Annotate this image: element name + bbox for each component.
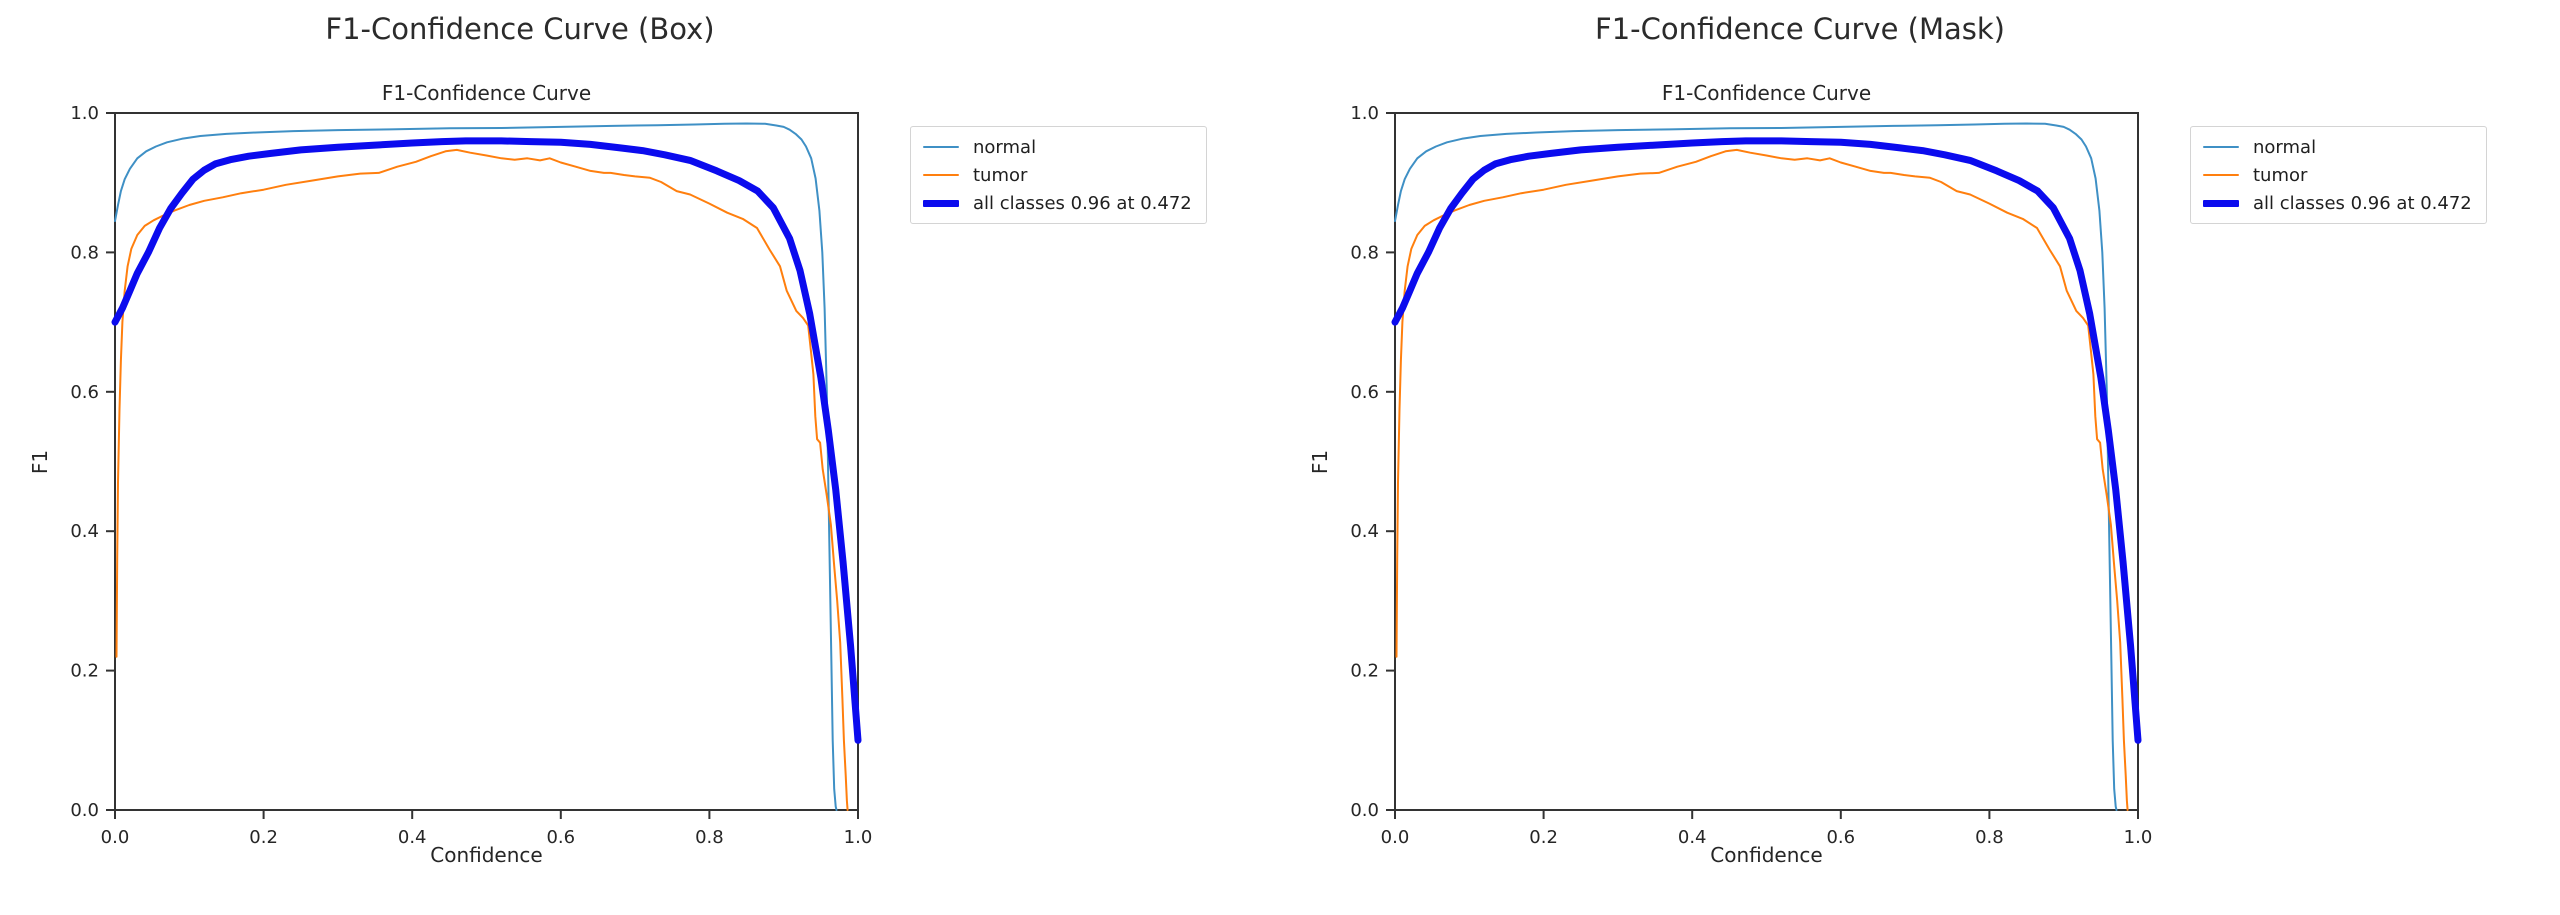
legend-label-all-classes: all classes 0.96 at 0.472 [2253,192,2472,214]
x-tick-label: 0.4 [398,827,427,848]
y-tick-label: 0.8 [1350,242,1379,263]
y-tick-label: 0.0 [70,800,99,821]
x-tick-label: 0.0 [1381,827,1410,848]
legend-label-all-classes: all classes 0.96 at 0.472 [973,192,1192,214]
y-tick-label: 1.0 [70,103,99,124]
curve-normal [114,122,838,811]
legend-label-tumor: tumor [2253,164,2308,186]
curve-normal [1394,122,2118,811]
legend-line-normal [923,146,959,148]
figure-title-mask: F1-Confidence Curve (Mask) [1595,12,2005,46]
x-tick-label: 0.6 [546,827,575,848]
plot-area: 0.0 0.2 0.4 0.6 0.8 1.0 0.0 0.2 0.4 0.6 0.8 1.0 [1350,103,2153,848]
x-tick-label: 0.8 [1975,827,2004,848]
legend-item-all-classes: all classes 0.96 at 0.472 [923,189,1192,217]
y-tick-label: 0.4 [70,521,99,542]
y-tick-label: 0.2 [1350,661,1379,682]
legend: normal tumor all classes 0.96 at 0.472 [2190,126,2487,224]
y-tick-label: 0.6 [70,382,99,403]
y-tick-label: 0.4 [1350,521,1379,542]
x-tick-label: 0.6 [1826,827,1855,848]
legend: normal tumor all classes 0.96 at 0.472 [910,126,1207,224]
y-tick-label: 1.0 [1350,103,1379,124]
axes-title: F1-Confidence Curve [1661,81,1872,105]
x-tick-label: 1.0 [844,827,873,848]
x-tick-label: 0.2 [1529,827,1558,848]
y-tick-label: 0.8 [70,242,99,263]
legend-item-normal: normal [923,133,1192,161]
legend-label-tumor: tumor [973,164,1028,186]
y-tick-label: 0.6 [1350,382,1379,403]
plot-area: 0.0 0.2 0.4 0.6 0.8 1.0 0.0 0.2 0.4 0.6 0.8 1.0 [70,103,873,848]
legend-line-all-classes [923,199,959,207]
curve-tumor [1395,148,2129,811]
figure-title-box: F1-Confidence Curve (Box) [325,12,715,46]
curve-all [1391,137,2142,744]
x-tick-label: 0.8 [695,827,724,848]
x-tick-label: 0.2 [249,827,278,848]
mask-figure: F1-Confidence Curve (Mask) F1-Confidence… [1280,0,2560,915]
legend-line-normal [2203,146,2239,148]
x-axis-label: Confidence [430,843,543,867]
legend-line-tumor [2203,174,2239,176]
x-axis-label: Confidence [1710,843,1823,867]
legend-item-tumor: tumor [2203,161,2472,189]
curve-tumor [115,148,849,811]
x-tick-label: 0.4 [1678,827,1707,848]
legend-line-tumor [923,174,959,176]
legend-item-all-classes: all classes 0.96 at 0.472 [2203,189,2472,217]
x-tick-label: 0.0 [101,827,130,848]
legend-item-normal: normal [2203,133,2472,161]
x-tick-label: 1.0 [2124,827,2153,848]
legend-label-normal: normal [2253,136,2317,158]
legend-line-all-classes [2203,199,2239,207]
y-tick-label: 0.2 [70,661,99,682]
legend-label-normal: normal [973,136,1037,158]
axes-spines [114,112,859,811]
box-figure: F1-Confidence Curve (Box) F1-Confidence … [28,12,1207,867]
y-tick-label: 0.0 [1350,800,1379,821]
axes-spines [1394,112,2139,811]
legend-item-tumor: tumor [923,161,1192,189]
curve-all [111,137,862,744]
axes-title: F1-Confidence Curve [381,81,592,105]
